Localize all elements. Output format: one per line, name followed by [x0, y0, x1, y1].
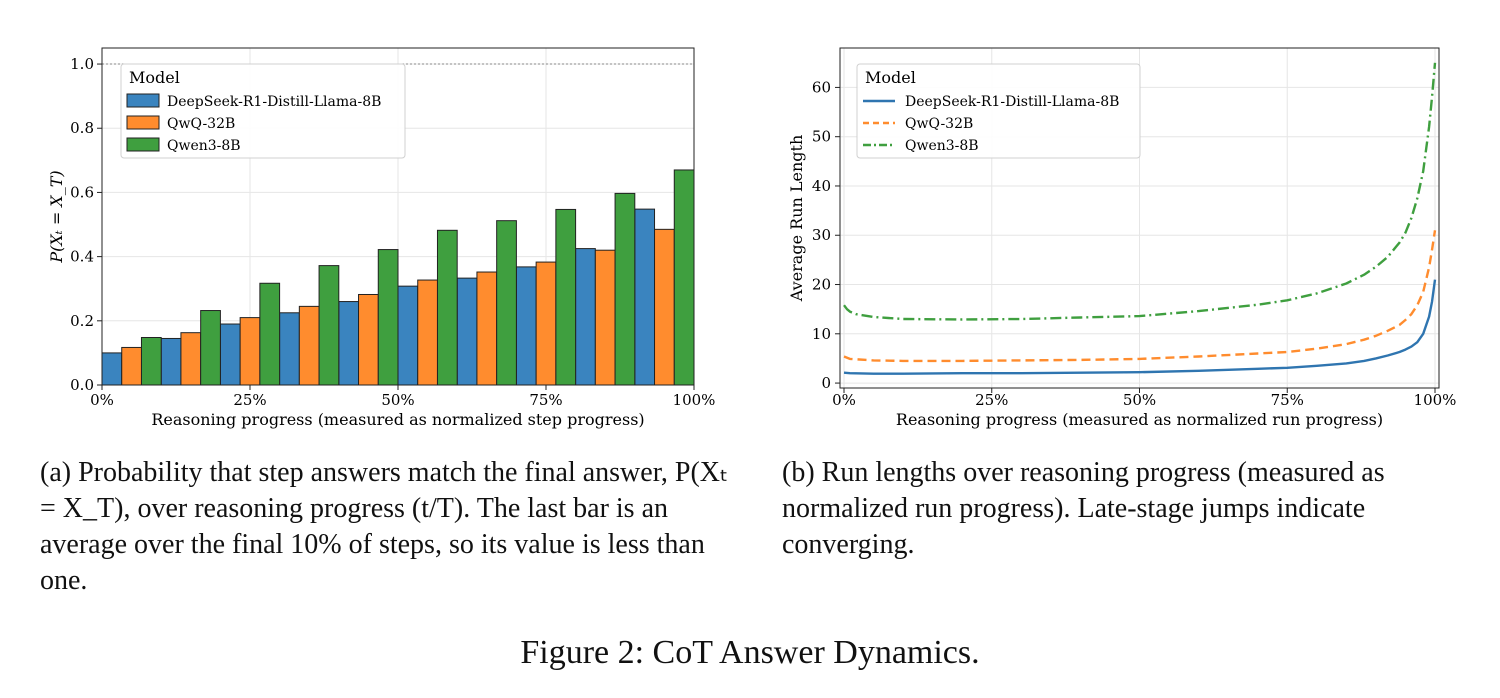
bar [101, 352, 123, 386]
y-axis-label: Average Run Length [787, 135, 806, 303]
series-line-qwq [843, 230, 1437, 363]
bar [279, 312, 300, 386]
bar [259, 282, 281, 386]
x-axis-label: Reasoning progress (measured as normaliz… [151, 410, 644, 429]
y-tick-label: 10 [812, 325, 831, 343]
y-tick-label: 0.4 [70, 248, 94, 266]
x-tick-label: 50% [381, 391, 414, 409]
bar [318, 265, 340, 386]
legend-title: Model [865, 68, 916, 87]
y-tick-label: 0.6 [70, 183, 94, 201]
legend-label: DeepSeek-R1-Distill-Llama-8B [167, 94, 381, 110]
y-tick-label: 60 [812, 78, 831, 96]
bar-chart-panel: 0% 25% 50% 75% 100% 0.0 0.2 0.4 0.6 0.8 1.0 Reasoni… [0, 0, 740, 445]
bar [614, 192, 636, 386]
y-tick-label: 0.0 [70, 376, 94, 394]
series-line-deepseek [843, 279, 1437, 375]
figure-caption: Figure 2: CoT Answer Dynamics. [520, 634, 980, 671]
legend-label: DeepSeek-R1-Distill-Llama-8B [905, 94, 1119, 110]
x-axis-label: Reasoning progress (measured as normaliz… [896, 410, 1383, 429]
legend-label: QwQ-32B [167, 116, 235, 132]
bar [496, 220, 517, 386]
x-tick-label: 0% [90, 391, 114, 409]
bar [121, 346, 142, 386]
y-tick-label: 0.2 [70, 312, 94, 330]
bar [476, 271, 498, 386]
bar [160, 337, 182, 386]
subfigure-caption-b: (b) Run lengths over reasoning progress … [782, 457, 1385, 560]
legend-title: Model [129, 68, 180, 87]
y-tick-label: 0 [821, 374, 831, 392]
line-chart: 0% 25% 50% 75% 100% 0 10 20 30 40 50 60 Reasoning pr… [787, 47, 1457, 429]
bar [397, 285, 419, 386]
x-tick-label: 50% [1123, 391, 1156, 409]
x-tick-label: 75% [1271, 391, 1304, 409]
bar [180, 332, 202, 386]
y-tick-label: 20 [812, 276, 831, 294]
bar [377, 249, 399, 386]
line-chart-panel: 0% 25% 50% 75% 100% 0 10 20 30 40 50 60 Reasoning pr… [740, 0, 1500, 445]
legend-label: QwQ-32B [905, 116, 973, 132]
y-tick-label: 40 [812, 177, 831, 195]
bar [456, 277, 478, 386]
bar [140, 336, 162, 386]
subfigure-caption-a: (a) Probability that step answers match … [40, 457, 729, 596]
bar [673, 169, 695, 386]
bar [239, 317, 261, 386]
x-tick-label: 25% [233, 391, 266, 409]
y-tick-label: 1.0 [70, 55, 94, 73]
legend-swatch [126, 137, 160, 152]
series-line-qwen3 [843, 62, 1437, 321]
bar [634, 208, 656, 386]
legend-label: Qwen3-8B [167, 138, 241, 154]
y-tick-label: 0.8 [70, 119, 94, 137]
bar [594, 249, 616, 386]
legend-swatch [126, 115, 160, 130]
bar [358, 293, 379, 386]
bar [436, 229, 458, 386]
y-tick-label: 50 [812, 128, 831, 146]
x-tick-label: 0% [832, 391, 856, 409]
bar [338, 301, 360, 386]
bar [555, 208, 577, 386]
x-tick-label: 100% [1414, 391, 1457, 409]
bar [298, 305, 320, 386]
bar [417, 279, 438, 386]
legend-label: Qwen3-8B [905, 138, 979, 154]
bar [654, 228, 675, 386]
x-tick-label: 100% [673, 391, 716, 409]
bar [575, 248, 596, 386]
y-axis-label: P(Xₜ = X_T) [47, 170, 66, 263]
bar [200, 310, 221, 386]
x-tick-label: 75% [529, 391, 562, 409]
bar-chart: 0% 25% 50% 75% 100% 0.0 0.2 0.4 0.6 0.8 1.0 Reasoni… [47, 47, 716, 429]
bar [535, 261, 557, 386]
legend-swatch [126, 93, 160, 108]
bar [219, 323, 241, 386]
x-tick-label: 25% [975, 391, 1008, 409]
legend-box [856, 63, 1141, 159]
legend-box [120, 63, 406, 159]
y-tick-label: 30 [812, 226, 831, 244]
bar [515, 266, 537, 386]
